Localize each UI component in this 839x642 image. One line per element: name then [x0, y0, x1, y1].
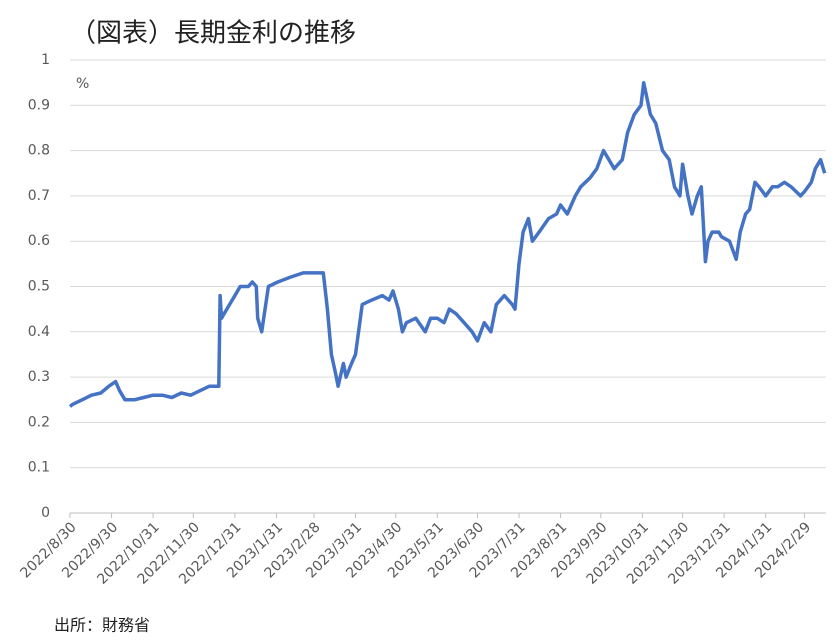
y-tick-label: 0.1 [28, 460, 50, 476]
y-tick-label: 0.5 [28, 279, 50, 295]
line [68, 80, 827, 408]
y-tick-label: 0.2 [28, 414, 50, 430]
chart-title: （図表）長期金利の推移 [70, 19, 356, 49]
y-tick-label: 0.9 [28, 97, 50, 113]
y-tick-label: 0.3 [28, 369, 50, 385]
y-tick-label: 0.6 [28, 233, 50, 249]
y-tick-label: 0.4 [28, 324, 50, 340]
y-tick-label: 1 [41, 52, 50, 68]
y-tick-label: 0.8 [28, 143, 50, 159]
y-unit: % [76, 76, 89, 92]
y-tick-label: 0 [41, 505, 50, 521]
source: 出所：財務省 [54, 616, 150, 635]
y-tick-label: 0.7 [28, 188, 50, 204]
